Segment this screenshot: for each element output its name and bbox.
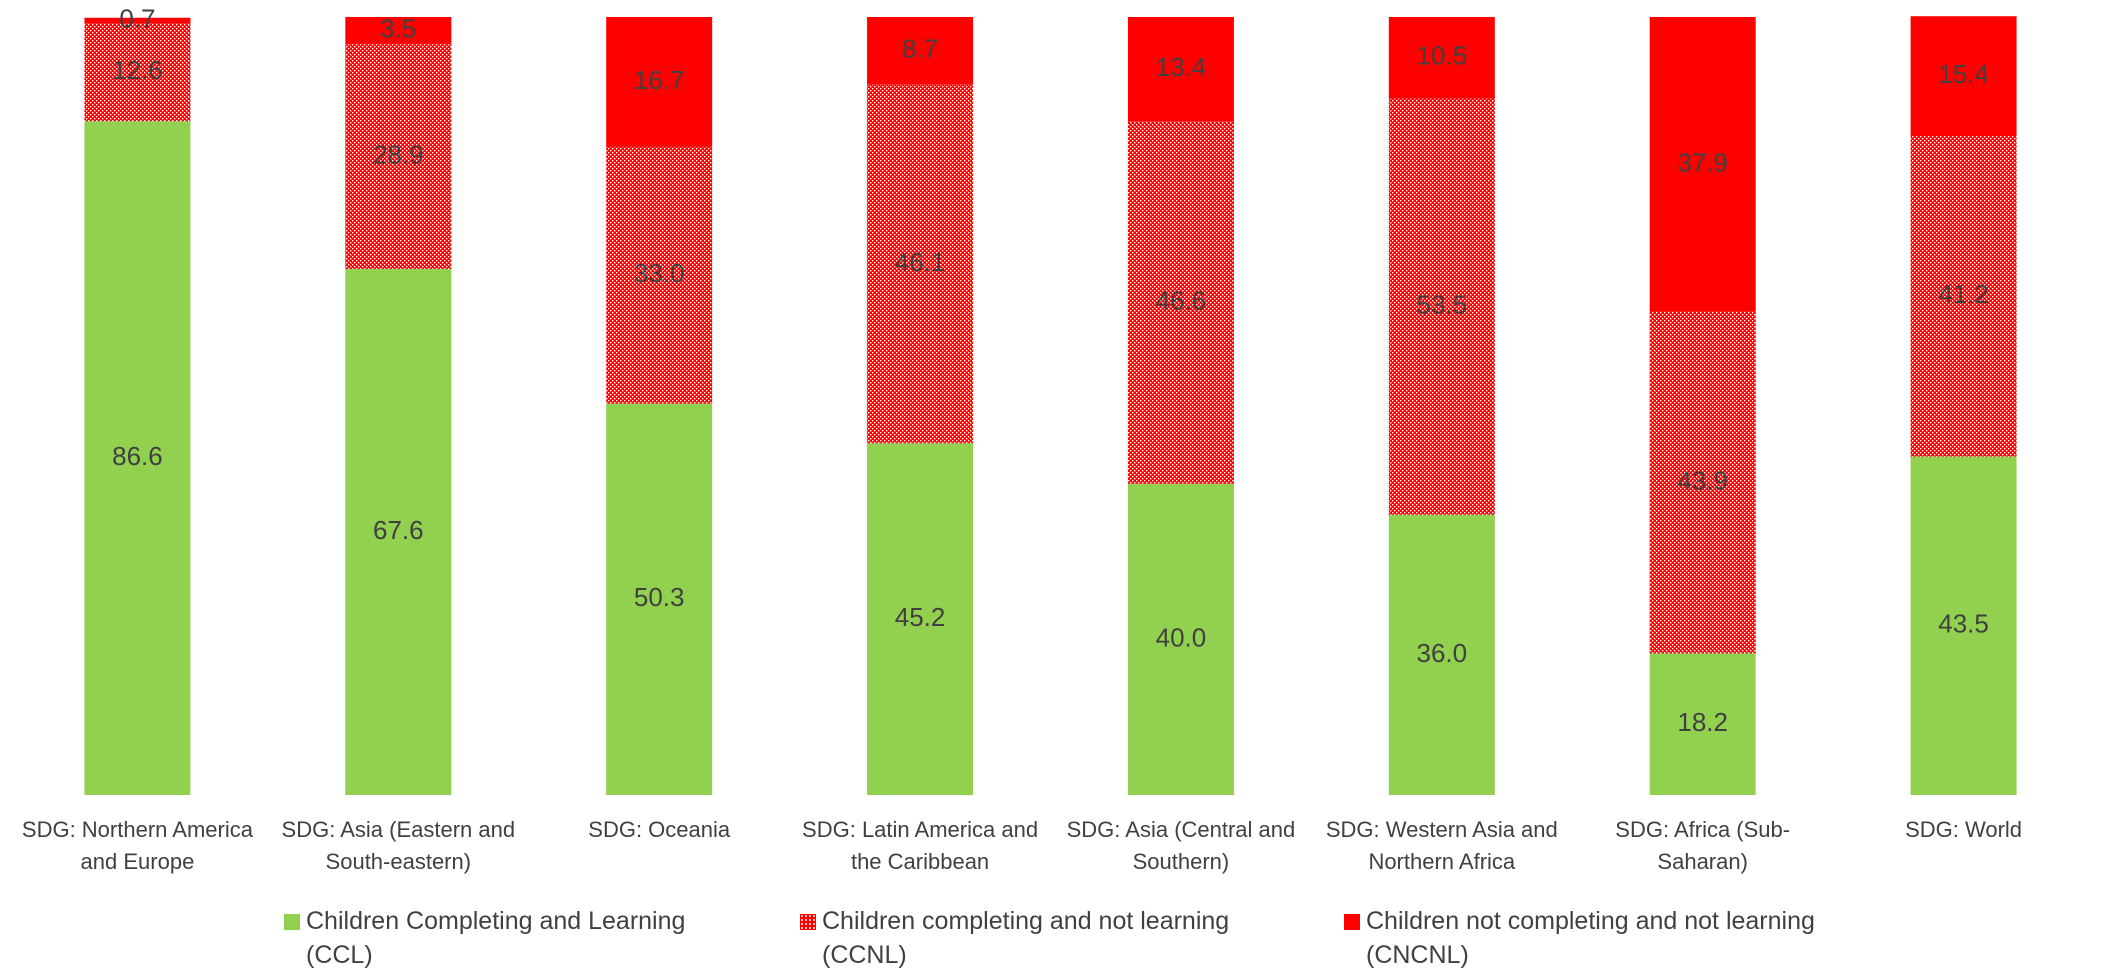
bar-segment xyxy=(1388,17,1495,99)
legend-item: Children Completing and Learning (CCL) xyxy=(284,904,724,972)
bar-segment xyxy=(606,403,713,795)
bar-segment xyxy=(867,443,974,795)
data-label: 0.7 xyxy=(119,3,155,33)
data-label: 43.5 xyxy=(1938,609,1989,639)
legend-swatch xyxy=(800,914,816,930)
bar-segment xyxy=(1649,17,1756,312)
data-label: 40.0 xyxy=(1156,622,1207,652)
data-label: 67.6 xyxy=(373,515,424,545)
bar-segment xyxy=(345,269,452,795)
data-label: 46.1 xyxy=(895,247,946,277)
bar-segment xyxy=(1127,483,1234,795)
legend-label: Children completing and not learning (CC… xyxy=(822,907,1230,969)
bar-segment xyxy=(84,121,191,795)
x-tick-label: SDG: Western Asia and Northern Africa xyxy=(1325,817,1558,874)
bar-segment xyxy=(1910,136,2017,457)
data-label: 41.2 xyxy=(1938,279,1989,309)
bar-segment xyxy=(867,17,974,85)
data-label: 3.5 xyxy=(380,13,416,43)
data-label: 16.7 xyxy=(634,65,685,95)
bar-segment xyxy=(1127,17,1234,122)
x-tick-label: SDG: Latin America and the Caribbean xyxy=(802,817,1039,874)
bar-segment xyxy=(1388,514,1495,795)
legend-item: Children not completing and not learning… xyxy=(1344,904,1854,972)
bar-segment xyxy=(1649,653,1756,795)
data-label: 33.0 xyxy=(634,258,685,288)
bar-segment xyxy=(345,44,452,270)
bar-segment xyxy=(1388,98,1495,515)
x-tick-label: SDG: Asia (Eastern and South-eastern) xyxy=(281,817,516,874)
legend-item: Children completing and not learning (CC… xyxy=(800,904,1240,972)
x-tick-label: SDG: Asia (Central and Southern) xyxy=(1066,817,1296,874)
data-label: 10.5 xyxy=(1417,41,1468,71)
bar-segment xyxy=(867,84,974,444)
legend-swatch xyxy=(1344,914,1360,930)
bar-segment xyxy=(1910,456,2017,795)
data-label: 12.6 xyxy=(112,55,163,85)
bar-segment xyxy=(84,17,191,24)
bar-segment xyxy=(1910,16,2017,137)
legend-swatch xyxy=(284,914,300,930)
data-label: 13.4 xyxy=(1156,52,1207,82)
data-label: 37.9 xyxy=(1677,147,1728,177)
bar-segment xyxy=(606,17,713,147)
x-tick-label: SDG: Oceania xyxy=(588,817,731,842)
bar-segment xyxy=(606,146,713,404)
data-label: 43.9 xyxy=(1677,466,1728,496)
legend-label: Children not completing and not learning… xyxy=(1366,907,1815,969)
data-label: 18.2 xyxy=(1677,707,1728,737)
data-label: 8.7 xyxy=(902,34,938,64)
x-tick-label: SDG: Africa (Sub-Saharan) xyxy=(1615,817,1791,874)
data-label: 86.6 xyxy=(112,441,163,471)
data-label: 46.6 xyxy=(1156,285,1207,315)
bar-segment xyxy=(345,17,452,45)
data-label: 15.4 xyxy=(1938,59,1989,89)
data-label: 53.5 xyxy=(1417,290,1468,320)
data-label: 36.0 xyxy=(1417,638,1468,668)
data-label: 28.9 xyxy=(373,140,424,170)
x-tick-label: SDG: Northern America and Europe xyxy=(21,817,253,874)
bar-segment xyxy=(84,23,191,122)
data-label: 50.3 xyxy=(634,582,685,612)
x-tick-label: SDG: World xyxy=(1905,817,2023,842)
bar-segment xyxy=(1127,121,1234,484)
bar-segment xyxy=(1649,311,1756,654)
legend-label: Children Completing and Learning (CCL) xyxy=(306,907,686,969)
data-label: 45.2 xyxy=(895,602,946,632)
